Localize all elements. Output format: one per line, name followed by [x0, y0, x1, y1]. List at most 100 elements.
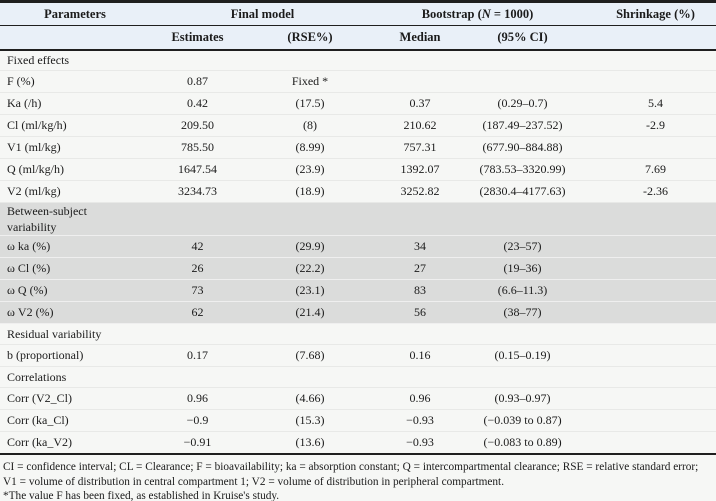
ci-cell: (783.53–3320.99) [479, 162, 566, 176]
estimate-cell: 785.50 [181, 140, 214, 154]
col-header-bootstrap: Bootstrap (N = 1000) [375, 1, 581, 26]
section-title: Between-subject variability [7, 204, 87, 235]
ci-cell: (0.15–0.19) [494, 348, 551, 363]
parameter-cell: ω Q (%) [7, 283, 48, 298]
table-header: Parameters Final model Bootstrap (N = 10… [0, 1, 716, 51]
parameter-cell: ω V2 (%) [7, 305, 54, 320]
col-header-final-model: Final model [150, 1, 376, 26]
table-row: ω Cl (%) 26 (22.2) 27 (19–36) [0, 257, 716, 280]
estimate-cell: 1647.54 [178, 162, 217, 176]
parameter-cell: F (%) [7, 74, 35, 88]
estimate-cell: 62 [191, 305, 204, 320]
bootstrap-label-suffix: = 1000) [490, 6, 534, 21]
col-subheader-median: Median [375, 25, 466, 51]
parameter-cell: Corr (ka_Cl) [7, 413, 69, 428]
median-cell: 0.16 [409, 348, 431, 363]
table-row: Cl (ml/kg/h) 209.50 (8) 210.62 (187.49–237.5… [0, 115, 716, 137]
parameter-cell: V2 (ml/kg) [7, 184, 61, 198]
median-cell [375, 71, 465, 93]
table-row: Corr (ka_V2) −0.91 (13.6) −0.93 (−0.083 to 0… [0, 432, 716, 454]
shrinkage-cell: 7.69 [645, 162, 667, 176]
col-subheader-rse: (RSE%) [245, 25, 376, 51]
ci-cell: (−0.039 to 0.87) [483, 413, 562, 428]
parameter-cell: ω ka (%) [7, 239, 51, 254]
rse-cell: (15.3) [295, 413, 325, 428]
rse-cell: (29.9) [295, 239, 325, 254]
median-cell: 56 [414, 305, 427, 320]
median-cell: 0.96 [409, 391, 431, 406]
parameter-cell: Ka (/h) [7, 96, 42, 110]
section-title-cell: Between-subject variability [0, 203, 716, 236]
median-cell: 34 [414, 239, 427, 254]
table-row: ω ka (%) 42 (29.9) 34 (23–57) [0, 235, 716, 258]
table-row: ω Q (%) 73 (23.1) 83 (6.6–11.3) [0, 279, 716, 302]
ci-cell: (23–57) [503, 239, 542, 254]
ci-cell: (2830.4–4177.63) [479, 184, 566, 198]
shrinkage-cell: -2.9 [646, 118, 666, 132]
parameter-cell: V1 (ml/kg) [7, 140, 61, 154]
footnotes: CI = confidence interval; CL = Clearance… [0, 455, 716, 501]
table-row: b (proportional) 0.17 (7.68) 0.16 (0.15–0.19… [0, 345, 716, 367]
rse-cell: (23.1) [295, 283, 325, 298]
table-body: Fixed effects F (%) 0.87 Fixed * Ka (/h) 0.42… [0, 50, 716, 454]
estimate-cell: 209.50 [181, 118, 214, 132]
ci-cell: (−0.083 to 0.89) [483, 435, 562, 450]
median-cell: 0.37 [409, 96, 431, 110]
rse-cell: (4.66) [295, 391, 325, 406]
table-row: V2 (ml/kg) 3234.73 (18.9) 3252.82 (2830.4–41… [0, 181, 716, 203]
parameter-cell: ω Cl (%) [7, 261, 51, 276]
shrinkage-cell [580, 137, 716, 159]
section-title-cell: Fixed effects [0, 50, 716, 71]
ci-cell: (0.93–0.97) [494, 391, 551, 406]
parameter-cell: Corr (V2_Cl) [7, 391, 72, 406]
shrinkage-cell [580, 258, 716, 280]
header-row-groups: Parameters Final model Bootstrap (N = 10… [0, 1, 716, 26]
table-row: ω V2 (%) 62 (21.4) 56 (38–77) [0, 301, 716, 324]
ci-cell: (187.49–237.52) [482, 118, 563, 132]
fixed-value-footnote: *The value F has been fixed, as establis… [3, 490, 280, 501]
rse-cell: (7.68) [295, 348, 325, 363]
shrinkage-cell: 5.4 [648, 96, 664, 110]
median-cell: 757.31 [403, 140, 437, 154]
median-cell: 1392.07 [400, 162, 440, 176]
median-cell: 210.62 [403, 118, 437, 132]
shrinkage-cell [580, 345, 716, 367]
median-cell: 3252.82 [400, 184, 440, 198]
shrinkage-cell [580, 280, 716, 302]
shrinkage-cell [580, 432, 716, 454]
col-header-shrinkage: Shrinkage (%) [580, 1, 716, 26]
median-cell: 27 [414, 261, 427, 276]
rse-cell: (21.4) [295, 305, 325, 320]
median-cell: −0.93 [406, 413, 434, 428]
shrinkage-cell [580, 410, 716, 432]
section-title: Correlations [7, 370, 67, 385]
table-row: Corr (ka_Cl) −0.9 (15.3) −0.93 (−0.039 to 0.… [0, 410, 716, 432]
median-cell: 83 [414, 283, 427, 298]
ci-cell: (19–36) [503, 261, 542, 276]
rse-cell: (23.9) [295, 162, 325, 176]
rse-cell: Fixed * [291, 74, 329, 88]
ci-cell: (38–77) [503, 305, 542, 320]
ci-cell: (6.6–11.3) [497, 283, 548, 298]
section-title-row: Correlations [0, 367, 716, 388]
col-subheader-ci: (95% CI) [465, 25, 581, 51]
col-header-parameters: Parameters [0, 1, 150, 26]
table-row: V1 (ml/kg) 785.50 (8.99) 757.31 (677.90–884.… [0, 137, 716, 159]
shrinkage-cell [580, 302, 716, 324]
col-subheader-empty [0, 25, 150, 51]
estimate-cell: 0.87 [187, 74, 208, 88]
rse-cell: (13.6) [295, 435, 325, 450]
table-row: F (%) 0.87 Fixed * [0, 71, 716, 93]
section-title-row: Fixed effects [0, 50, 716, 71]
table-row: Q (ml/kg/h) 1647.54 (23.9) 1392.07 (783.53–3… [0, 159, 716, 181]
rse-cell: (17.5) [295, 96, 325, 110]
median-cell: −0.93 [406, 435, 434, 450]
rse-cell: (8) [303, 118, 317, 132]
col-subheader-estimates: Estimates [150, 25, 245, 51]
section-title: Fixed effects [7, 53, 70, 68]
parameter-cell: Cl (ml/kg/h) [7, 118, 67, 132]
estimate-cell: −0.91 [183, 435, 212, 450]
estimate-cell: 0.42 [187, 96, 208, 110]
ci-cell: (0.29–0.7) [497, 96, 548, 110]
